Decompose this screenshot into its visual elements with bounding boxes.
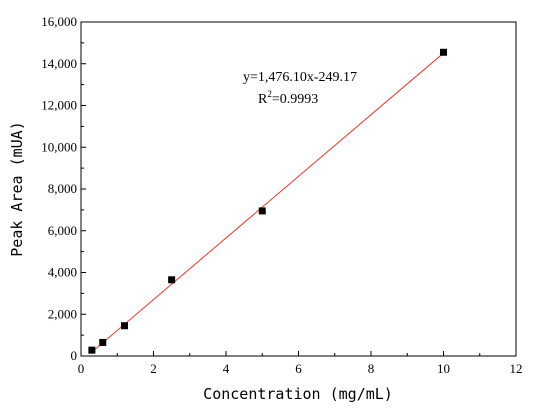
- fit-line-group: [91, 52, 444, 353]
- x-tick-label: 6: [295, 361, 302, 376]
- y-tick-label: 4,000: [48, 265, 77, 280]
- r-squared-annotation: R2=0.9993: [258, 89, 318, 107]
- r2-value: =0.9993: [272, 92, 318, 107]
- y-tick-label: 8,000: [48, 181, 77, 196]
- x-tick-label: 0: [78, 361, 85, 376]
- r2-superscript: 2: [267, 89, 272, 99]
- data-point: [121, 322, 128, 330]
- x-tick-label: 10: [437, 361, 450, 376]
- x-axis-title: Concentration (mg/mL): [203, 385, 393, 403]
- y-tick-label: 6,000: [48, 223, 77, 238]
- x-tick-label: 12: [510, 361, 523, 376]
- x-tick-label: 2: [150, 361, 157, 376]
- y-tick-label: 12,000: [41, 98, 77, 113]
- fit-line: [91, 52, 444, 353]
- tick-labels: 0 2 4 6 8 10 12 0 2,000 4,000 6,000 8,000 10,000 12,0…: [41, 14, 522, 376]
- y-tick-label: 0: [71, 348, 78, 363]
- x-tick-label: 4: [223, 361, 230, 376]
- data-point: [88, 346, 96, 354]
- y-axis-title: Peak Area (mUA): [8, 121, 26, 256]
- data-point: [99, 338, 107, 346]
- data-point: [258, 207, 266, 215]
- data-point: [440, 48, 447, 56]
- data-point: [168, 276, 176, 284]
- data-points: [88, 48, 447, 354]
- y-tick-label: 10,000: [41, 139, 77, 154]
- r2-prefix: R: [258, 92, 268, 107]
- y-tick-label: 2,000: [48, 306, 77, 321]
- regression-equation: y=1,476.10x-249.17: [243, 70, 357, 85]
- y-tick-label: 16,000: [41, 14, 77, 29]
- y-tick-label: 14,000: [41, 56, 77, 71]
- axis-ticks: [80, 21, 517, 357]
- x-tick-label: 8: [368, 361, 375, 376]
